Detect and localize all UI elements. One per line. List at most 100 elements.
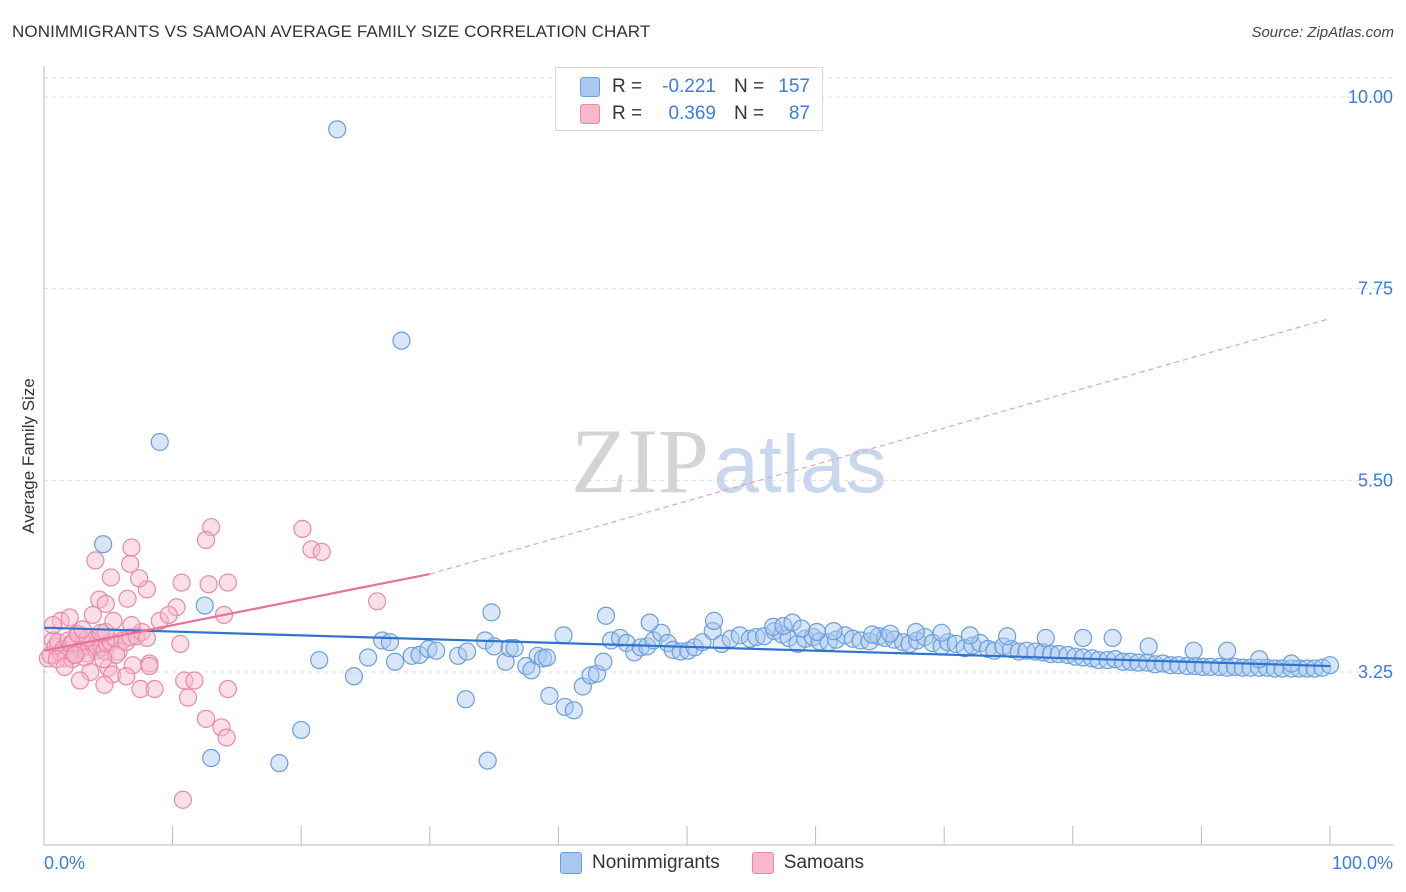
nonimmigrants-point: [402, 646, 421, 665]
legend-swatch-pink: [751, 852, 774, 874]
samoans-point: [86, 551, 105, 570]
nonimmigrants-trend-line: [43, 626, 1331, 668]
nonimmigrants-point: [796, 629, 815, 648]
samoans-point: [171, 634, 190, 653]
nonimmigrants-point: [1218, 641, 1237, 660]
samoans-point: [130, 569, 149, 588]
x-tick-label-min: 0.0%: [44, 853, 85, 873]
samoans-point: [122, 538, 141, 557]
trend-lines: [43, 317, 1331, 668]
nonimmigrants-point: [457, 642, 477, 661]
legend-label: Samoans: [783, 852, 865, 873]
axes: [43, 66, 1393, 846]
samoans-point: [95, 675, 114, 694]
gridlines: [44, 77, 1393, 673]
samoans-point: [367, 592, 387, 611]
nonimmigrants-point: [869, 627, 888, 646]
nonimmigrants-point: [893, 633, 913, 652]
nonimmigrants-point: [1026, 642, 1045, 661]
legend-item-nonimmigrants[interactable]: Nonimmigrants: [560, 852, 720, 874]
nonimmigrants-point: [537, 648, 556, 667]
nonimmigrants-point: [640, 613, 659, 632]
series-legend: Nonimmigrants Samoans: [560, 852, 896, 874]
samoans-point: [172, 573, 191, 592]
samoans-point: [212, 718, 231, 737]
samoans-point: [83, 605, 102, 625]
nonimmigrants-point: [807, 622, 826, 642]
nonimmigrants-point: [505, 639, 524, 658]
legend-r-value: -0.221: [662, 76, 716, 97]
samoans-point: [150, 611, 169, 630]
nonimmigrants-point: [740, 629, 760, 648]
samoans-point: [118, 589, 137, 608]
nonimmigrants-point: [1184, 641, 1203, 660]
nonimmigrants-point: [94, 535, 113, 554]
nonimmigrants-point: [328, 120, 347, 139]
samoans-point: [101, 568, 120, 587]
samoans-point: [217, 728, 236, 747]
y-tick-label: 10.00: [1348, 87, 1393, 107]
nonimmigrants-point: [496, 652, 515, 671]
samoans-trend-line: [43, 572, 431, 652]
nonimmigrants-point: [380, 633, 400, 652]
nonimmigrants-point: [881, 624, 900, 643]
nonimmigrants-point: [747, 627, 766, 647]
nonimmigrants-point: [528, 646, 547, 665]
correlation-legend: R = -0.221 N = 157 R = 0.369 N = 87: [555, 67, 823, 131]
y-tick-label: 5.50: [1358, 470, 1393, 490]
samoans-point: [218, 679, 237, 699]
samoans-point: [167, 598, 186, 617]
samoans-point: [293, 519, 312, 538]
legend-n-label: N =: [734, 103, 765, 124]
nonimmigrants-point: [344, 667, 364, 686]
y-tick-label: 7.75: [1358, 279, 1393, 299]
samoans-point: [117, 667, 136, 686]
samoans-point: [185, 671, 204, 690]
samoans-point: [70, 671, 90, 690]
samoans-point: [60, 608, 79, 627]
watermark-zip: ZIP: [571, 410, 709, 512]
legend-row-samoans: R = 0.369 N = 87: [580, 101, 810, 127]
legend-swatch-blue: [560, 852, 582, 874]
samoans-points: [38, 518, 387, 809]
source-label: Source: ZipAtlas.com: [1251, 24, 1394, 41]
nonimmigrants-point: [938, 633, 958, 652]
legend-n-value: 87: [788, 103, 810, 124]
nonimmigrants-point: [617, 633, 636, 653]
legend-n-value: 157: [778, 76, 810, 97]
nonimmigrants-point: [1305, 659, 1324, 678]
samoans-point: [55, 657, 74, 676]
nonimmigrants-point: [310, 650, 329, 670]
legend-swatch-pink: [580, 104, 600, 124]
nonimmigrants-point: [150, 432, 169, 452]
samoans-point: [196, 530, 216, 550]
samoans-point: [196, 709, 216, 728]
samoans-point: [104, 611, 123, 630]
nonimmigrants-point: [792, 619, 811, 638]
nonimmigrants-point: [385, 652, 405, 671]
samoans-point: [109, 642, 128, 661]
nonimmigrants-point: [427, 641, 446, 660]
samoans-point: [96, 594, 115, 613]
samoans-point: [145, 679, 164, 699]
nonimmigrants-point: [410, 645, 429, 665]
samoans-point: [94, 650, 113, 669]
samoans-point: [178, 688, 198, 707]
nonimmigrants-point: [906, 622, 926, 642]
nonimmigrants-point: [448, 646, 468, 665]
nonimmigrants-point: [1113, 652, 1133, 671]
nonimmigrants-point: [270, 754, 289, 773]
nonimmigrants-point: [932, 623, 951, 642]
legend-item-samoans[interactable]: Samoans: [751, 852, 865, 874]
nonimmigrants-point: [554, 626, 573, 645]
nonimmigrants-point: [564, 701, 583, 720]
nonimmigrants-point: [652, 623, 671, 642]
y-axis-label: Average Family Size: [19, 378, 38, 534]
legend-label: Nonimmigrants: [592, 852, 720, 873]
samoans-point: [199, 575, 218, 594]
nonimmigrants-point: [358, 648, 378, 667]
nonimmigrants-point: [1153, 654, 1172, 673]
nonimmigrants-point: [1073, 628, 1093, 648]
legend-r-label: R =: [612, 103, 643, 124]
nonimmigrants-point: [195, 596, 214, 615]
